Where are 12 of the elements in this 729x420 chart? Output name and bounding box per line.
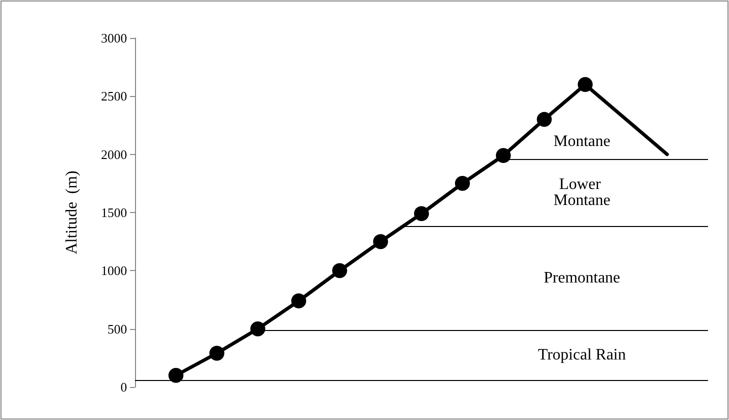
y-tick-label: 500	[108, 321, 127, 336]
y-tick-label: 3000	[101, 30, 127, 46]
ref-line-label: Montane	[554, 133, 610, 150]
ref-line-label: Lower Montane	[554, 176, 610, 210]
y-tick-label: 0	[120, 380, 127, 394]
y-axis-title: Altitude (m)	[64, 170, 80, 254]
y-tick-label: 2500	[101, 88, 127, 104]
ref-line-label: Tropical Rain	[538, 346, 626, 364]
y-tick-label: 1500	[101, 205, 127, 220]
y-tick-label: 2000	[101, 146, 127, 162]
y-tick-label: 1000	[101, 263, 127, 278]
ref-line-label: Premontane	[544, 270, 620, 287]
